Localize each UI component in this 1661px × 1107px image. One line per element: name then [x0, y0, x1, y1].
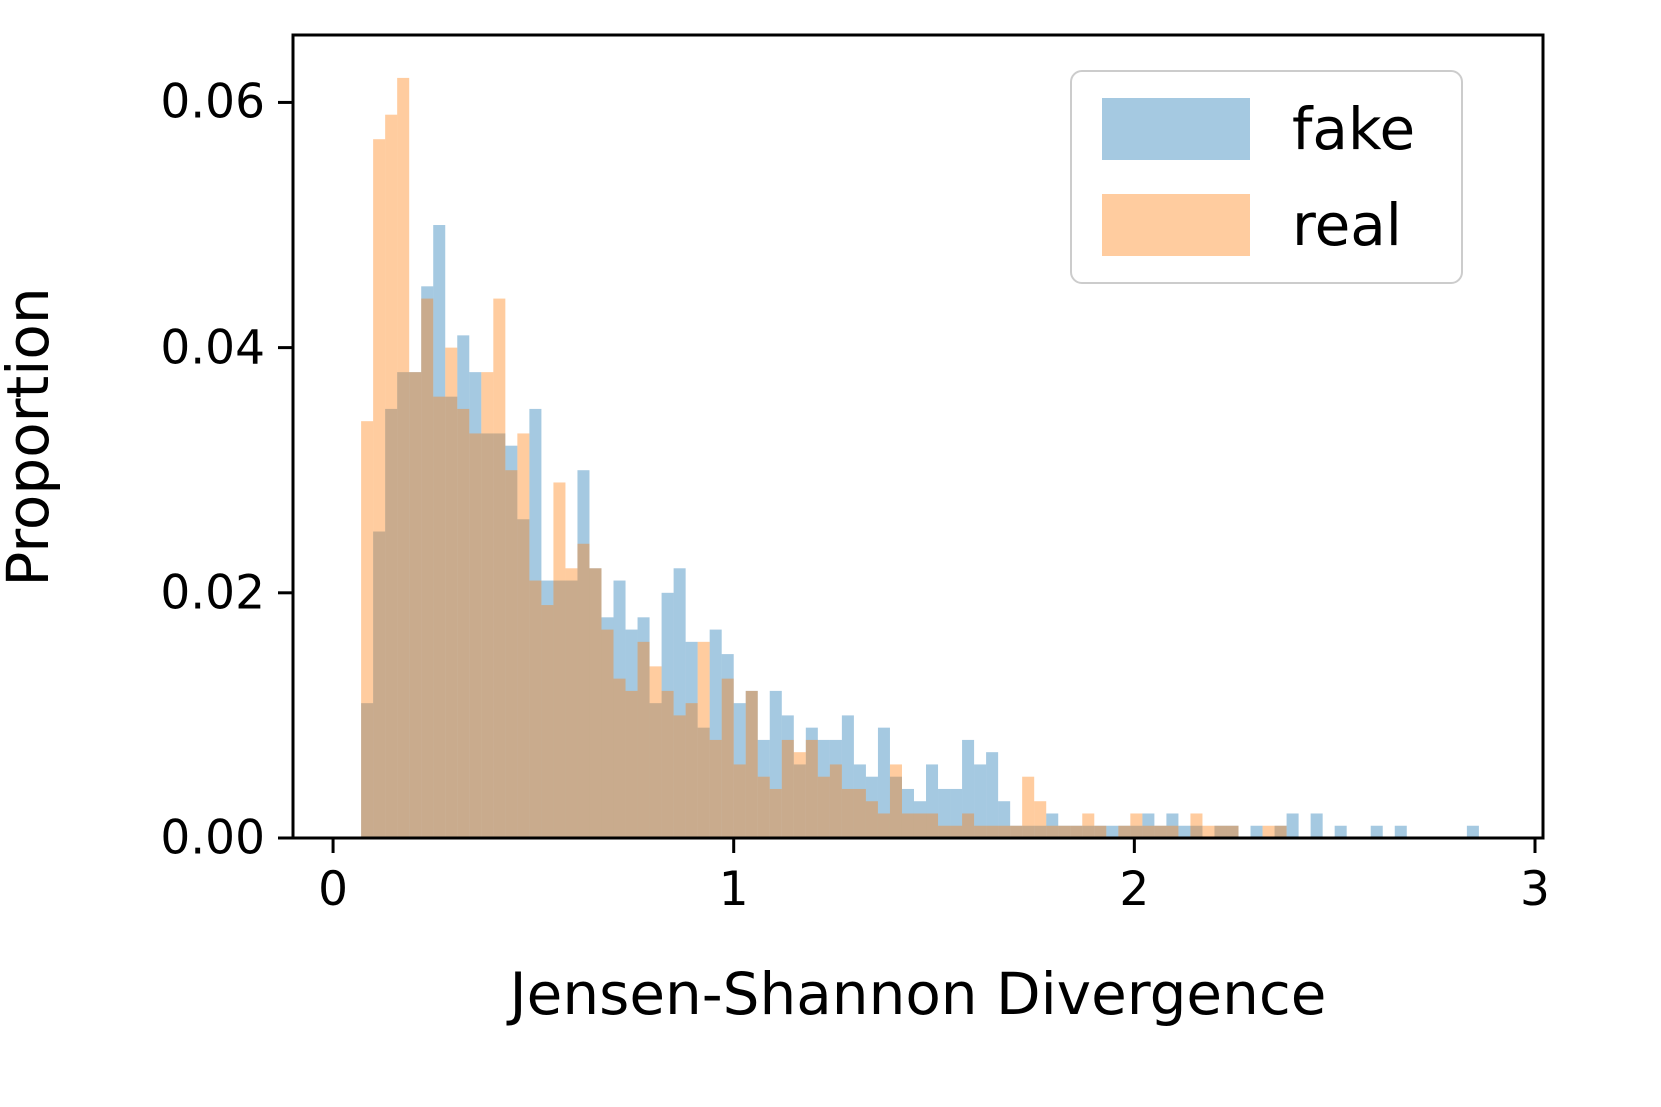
y-axis-label: Proportion	[0, 287, 62, 587]
axis-ticks	[278, 100, 1537, 853]
legend-swatch-real	[1102, 194, 1250, 256]
y-tick-label: 0.06	[160, 74, 265, 130]
y-tick-label: 0.04	[160, 320, 265, 376]
x-tick-label: 1	[718, 862, 749, 917]
legend-item-fake: fake	[1102, 98, 1415, 160]
x-tick-label: 0	[318, 862, 349, 917]
hist-series-real	[361, 77, 1287, 839]
legend-swatch-fake	[1102, 98, 1250, 160]
legend-label-real: real	[1292, 191, 1402, 259]
legend-label-fake: fake	[1292, 95, 1416, 163]
x-tick-label: 2	[1119, 862, 1150, 917]
y-tick-label: 0.00	[160, 810, 265, 866]
legend-item-real: real	[1102, 194, 1415, 256]
legend: fake real	[1070, 70, 1464, 284]
plot-border	[291, 33, 1545, 840]
x-axis-label: Jensen-Shannon Divergence	[509, 960, 1327, 1028]
y-tick-label: 0.02	[160, 565, 265, 621]
hist-series-fake	[361, 225, 1479, 838]
x-tick-label: 3	[1520, 862, 1550, 917]
